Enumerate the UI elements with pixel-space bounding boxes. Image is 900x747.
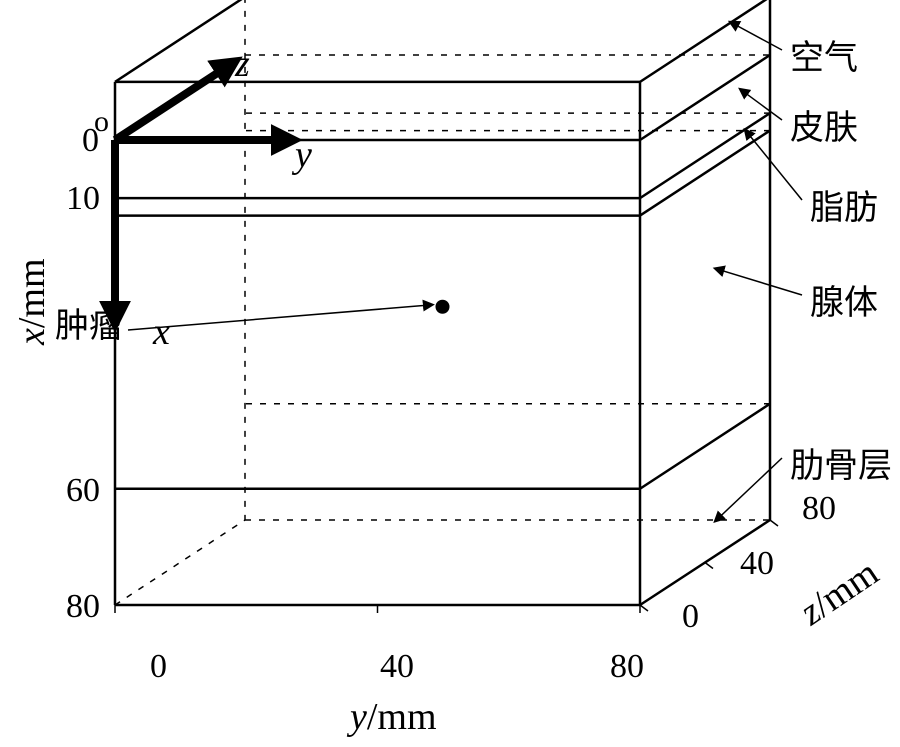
x-tick-80: 80 [66,588,100,626]
y-arrow-label: y [295,133,312,177]
z-tick-40: 40 [740,545,774,583]
z-tick-0: 0 [682,598,699,636]
diagram-stage: x/mm y/mm z/mm o x y z 0 10 60 80 0 40 8… [0,0,900,747]
y-tick-80: 80 [610,648,644,686]
legend-gland: 腺体 [810,275,878,324]
x-tick-10: 10 [66,180,100,218]
x-tick-0: 0 [82,122,99,160]
diagram-svg [0,0,900,747]
legend-fat: 脂肪 [810,180,878,229]
legend-air: 空气 [790,30,858,79]
x-arrow-label: x [153,310,170,354]
legend-skin: 皮肤 [790,100,858,149]
legend-tumor: 肿瘤 [55,298,123,347]
z-tick-80: 80 [802,490,836,528]
legend-rib: 肋骨层 [790,438,892,487]
x-axis-title: x/mm [10,258,54,345]
y-axis-title: y/mm [350,695,437,739]
y-tick-40: 40 [380,648,414,686]
x-tick-60: 60 [66,472,100,510]
y-tick-0: 0 [150,648,167,686]
z-arrow-label: z [235,42,250,86]
